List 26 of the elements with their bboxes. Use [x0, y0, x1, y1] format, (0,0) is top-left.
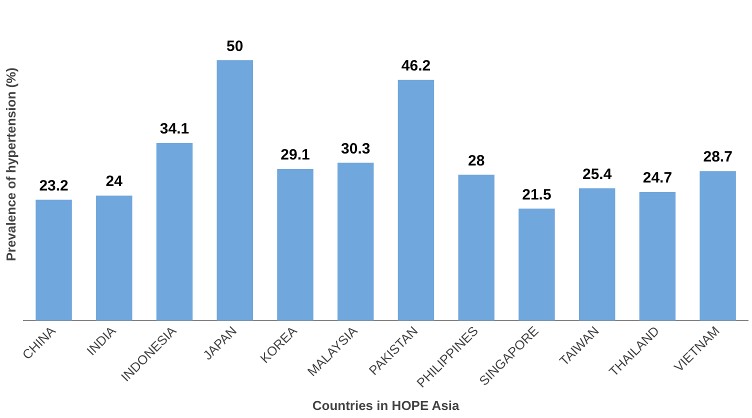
- data-label: 30.3: [341, 140, 370, 158]
- bar: [216, 60, 253, 321]
- data-label: 21.5: [522, 186, 552, 204]
- bar: [156, 142, 193, 321]
- bar: [639, 192, 676, 321]
- data-label: 28.7: [703, 148, 732, 166]
- y-axis-title: Prevalence of hypertension (%): [3, 68, 18, 262]
- data-label: 34.1: [160, 120, 190, 138]
- bar: [398, 80, 434, 321]
- data-label: 24: [106, 173, 124, 190]
- bar: [458, 174, 494, 321]
- bar: [338, 162, 374, 321]
- x-axis-title: Countries in HOPE Asia: [312, 398, 460, 413]
- bar: [700, 171, 736, 321]
- bar: [578, 188, 616, 321]
- bar: [518, 208, 555, 321]
- data-label: 50: [226, 38, 244, 55]
- data-label: 28: [468, 152, 485, 170]
- data-label: 24.7: [642, 170, 672, 187]
- bar: [36, 200, 72, 321]
- bar: [277, 169, 314, 321]
- bar: [96, 196, 132, 321]
- data-label: 23.2: [39, 177, 68, 194]
- data-label: 46.2: [401, 58, 431, 75]
- data-label: 29.1: [280, 146, 310, 164]
- data-label: 25.4: [582, 166, 612, 183]
